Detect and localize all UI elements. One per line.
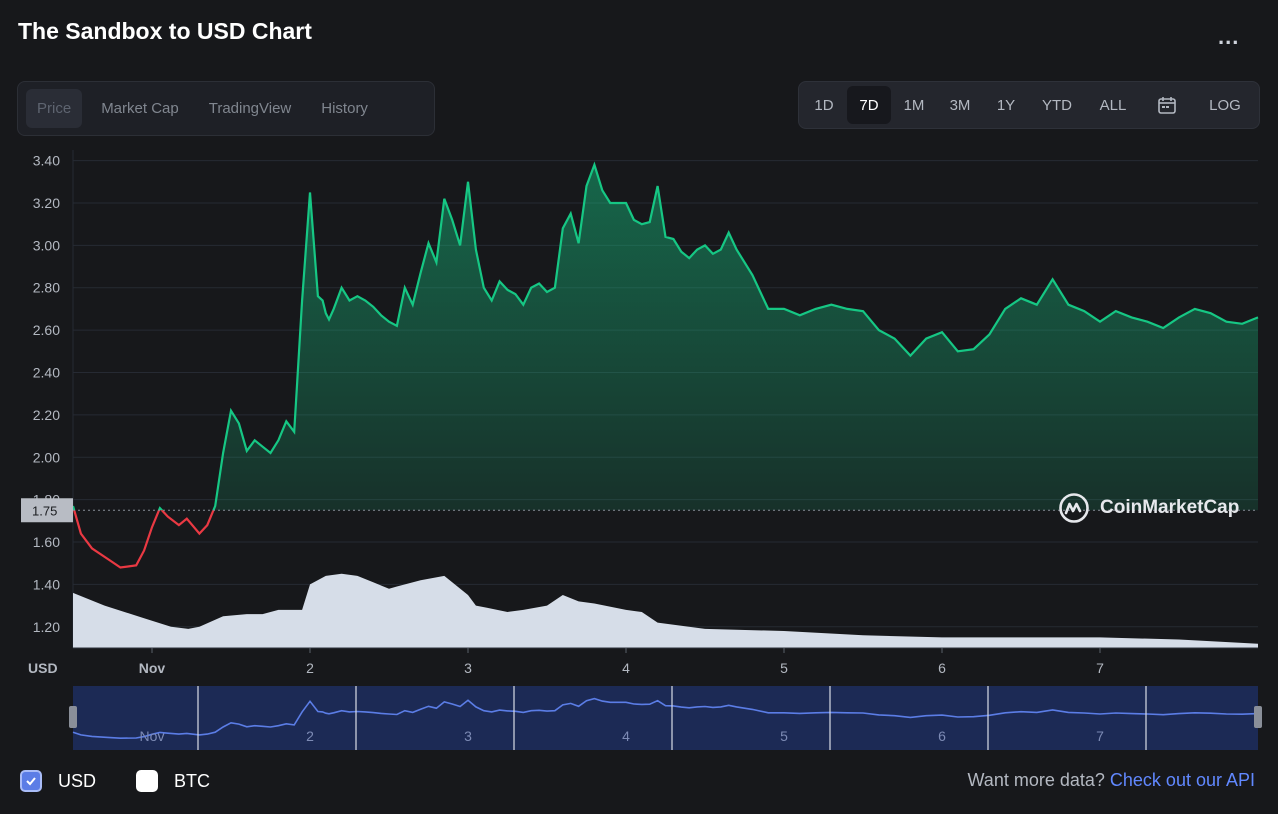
x-axis: Nov 2 3 4 5 6 7 [73, 647, 1258, 676]
navigator-label: 3 [464, 728, 472, 744]
price-line-up [71, 161, 1259, 511]
check-icon [26, 777, 36, 786]
x-tick-label: 6 [938, 660, 946, 676]
range-1y-button[interactable]: 1Y [996, 96, 1016, 114]
coinmarketcap-watermark: CoinMarketCap [1058, 492, 1239, 524]
range-3m-button[interactable]: 3M [949, 96, 971, 114]
reference-price-label: 1.75 [32, 503, 57, 518]
volume-area [73, 573, 1258, 648]
chart-type-tabs: Price Market Cap TradingView History [17, 81, 435, 136]
x-tick-label: 7 [1096, 660, 1104, 676]
y-tick-label: 1.60 [33, 534, 60, 550]
y-axis-title: USD [28, 660, 58, 676]
range-ytd-button[interactable]: YTD [1042, 96, 1072, 114]
usd-checkbox[interactable] [20, 770, 42, 792]
usd-label: USD [58, 770, 97, 791]
navigator-label: Nov [140, 728, 165, 744]
navigator-label: 6 [938, 728, 946, 744]
calendar-icon [1158, 97, 1176, 114]
y-tick-label: 1.20 [33, 619, 60, 635]
y-axis: 1.201.401.601.802.002.202.402.602.803.00… [33, 153, 60, 635]
btc-label: BTC [174, 770, 211, 791]
y-tick-label: 1.40 [33, 576, 60, 592]
x-tick-label: 3 [464, 660, 472, 676]
navigator-label: 4 [622, 728, 630, 744]
page-title: The Sandbox to USD Chart [18, 18, 312, 44]
log-scale-button[interactable]: LOG [1209, 96, 1241, 114]
navigator-handle[interactable] [69, 706, 77, 728]
range-1m-button[interactable]: 1M [903, 96, 925, 114]
y-tick-label: 2.00 [33, 449, 60, 465]
btc-checkbox[interactable] [136, 770, 159, 792]
x-tick-label: Nov [139, 660, 166, 676]
navigator-line [72, 697, 1259, 740]
api-promo: Want more data? Check out our API [967, 770, 1255, 791]
range-navigator[interactable]: Nov 2 3 4 5 6 7 [69, 686, 1262, 750]
tab-history[interactable]: History [321, 100, 368, 117]
api-prompt: Want more data? [967, 770, 1105, 790]
y-tick-label: 3.00 [33, 237, 60, 253]
watermark-text: CoinMarketCap [1100, 497, 1240, 518]
range-all-button[interactable]: ALL [1099, 96, 1127, 114]
x-tick-label: 4 [622, 660, 630, 676]
price-area [73, 164, 1258, 511]
time-range-selector: 1D 7D 1M 3M 1Y YTD ALL LOG [798, 81, 1260, 129]
range-1d-button[interactable]: 1D [814, 96, 834, 114]
calendar-button[interactable] [1141, 86, 1193, 124]
y-tick-label: 2.40 [33, 365, 60, 381]
y-tick-label: 3.40 [33, 153, 60, 169]
api-link[interactable]: Check out our API [1109, 770, 1255, 790]
y-tick-label: 2.80 [33, 280, 60, 296]
y-tick-label: 3.20 [33, 195, 60, 211]
navigator-label: 5 [780, 728, 788, 744]
x-tick-label: 5 [780, 660, 788, 676]
navigator-background [73, 686, 1258, 750]
x-tick-label: 2 [306, 660, 314, 676]
more-options-button[interactable]: ... [1218, 24, 1240, 49]
y-tick-label: 2.20 [33, 407, 60, 423]
tab-price[interactable]: Price [26, 89, 83, 128]
navigator-handle[interactable] [1254, 706, 1262, 728]
tab-tradingview[interactable]: TradingView [208, 100, 292, 117]
range-7d-button[interactable]: 7D [847, 86, 891, 124]
coinmarketcap-logo [1059, 493, 1089, 523]
navigator-label: 7 [1096, 728, 1104, 744]
reference-price-badge [21, 498, 73, 523]
currency-legend: USD BTC [20, 770, 250, 792]
navigator-label: 2 [306, 728, 314, 744]
y-tick-label: 2.60 [33, 322, 60, 338]
tab-market-cap[interactable]: Market Cap [101, 100, 179, 117]
